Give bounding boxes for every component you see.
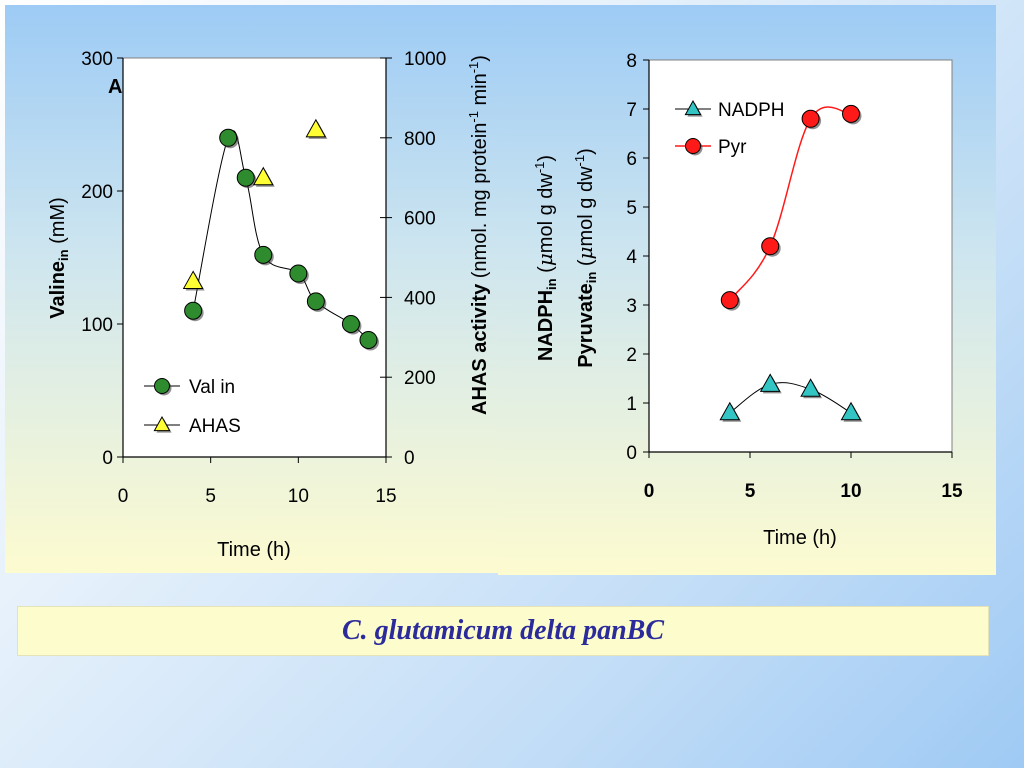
val-in-point (184, 301, 203, 320)
y-tick-label: 1 (626, 394, 637, 415)
y-tick-label: 3 (626, 296, 637, 317)
y-tick-label: 2 (626, 345, 637, 366)
x-tick-label: 15 (941, 481, 963, 502)
val-in-point (306, 292, 325, 311)
pyr-point (801, 109, 820, 128)
y-axis-label-nadph: NADPHin (μmol g dw-1) (532, 155, 559, 361)
legend-marker-pyr (685, 138, 701, 154)
legend-marker-ahas (153, 415, 171, 432)
plot-area (122, 57, 387, 458)
val-in-point (219, 128, 238, 147)
y2-tick-label: 600 (404, 209, 436, 230)
ahas-point (305, 118, 327, 138)
y2-tick-label: 400 (404, 288, 436, 309)
val-in-point (341, 315, 360, 333)
y-tick-label: 300 (81, 49, 113, 70)
pyr-point (720, 291, 739, 310)
y2-tick-label: 1000 (404, 49, 446, 70)
x-tick-label: 0 (644, 481, 655, 502)
x-axis-label: Time (h) (217, 539, 291, 561)
y-tick-label: 100 (81, 315, 113, 336)
ahas-point (252, 166, 274, 186)
caption-text: C. glutamicum delta panBC (341, 615, 665, 646)
y-tick-label: 0 (102, 448, 113, 469)
x-tick-label: 10 (840, 481, 861, 502)
x-tick-label: 5 (745, 481, 756, 502)
ahas-point (182, 270, 204, 289)
panel-letter: A (108, 76, 122, 98)
y-tick-label: 5 (626, 198, 637, 219)
y2-tick-label: 0 (404, 448, 415, 469)
caption-box: C. glutamicum delta panBC (17, 606, 989, 656)
legend-label-nadph: NADPH (718, 100, 785, 121)
pyr-point (761, 237, 780, 256)
y-tick-label: 4 (626, 247, 637, 268)
legend-label-pyr: Pyr (718, 137, 747, 158)
x-tick-label: 15 (375, 486, 396, 507)
nadph-point (800, 378, 821, 397)
y-tick-label: 200 (81, 182, 113, 203)
x-axis-label: Time (h) (763, 527, 837, 549)
pyr-point (842, 104, 860, 123)
nadph-point (719, 401, 741, 421)
nadph-point (840, 401, 862, 421)
y-tick-label: 0 (626, 443, 637, 464)
val-in-point (236, 168, 255, 187)
legend-marker-val-in (154, 378, 170, 394)
y-tick-label: 6 (626, 149, 637, 170)
x-tick-label: 10 (288, 486, 309, 507)
y2-tick-label: 800 (404, 129, 436, 150)
pyr-line (729, 106, 852, 301)
y-axis-label: Valinein (mM) (47, 197, 71, 319)
legend-marker-nadph (684, 99, 702, 116)
x-tick-label: 5 (205, 486, 216, 507)
y-tick-label: 7 (626, 100, 637, 121)
plot-area (648, 59, 953, 453)
legend-label-ahas: AHAS (189, 416, 241, 437)
y2-axis-label: AHAS activity (nmol. mg protein-1 min-1) (466, 55, 491, 415)
nadph-pyruvate-chart: 0 1 2 3 4 5 6 7 8 0 5 10 15 Time (h) NADPHin (μmol g d… (532, 51, 963, 549)
val-in-point (359, 330, 378, 349)
valine-ahas-chart: 0 100 200 300 0 200 400 600 800 1000 0 5 10 15 Time (h… (47, 49, 491, 561)
legend-label-val-in: Val in (189, 377, 235, 398)
y-tick-label: 8 (626, 51, 637, 72)
nadph-line (729, 382, 852, 414)
x-tick-label: 0 (118, 486, 129, 507)
nadph-point (759, 373, 781, 392)
y2-tick-label: 200 (404, 368, 436, 389)
val-in-point (254, 245, 273, 264)
y-axis-label-pyruvate: Pyruvatein (μmol g dw-1) (572, 148, 599, 368)
val-in-point (289, 264, 308, 283)
